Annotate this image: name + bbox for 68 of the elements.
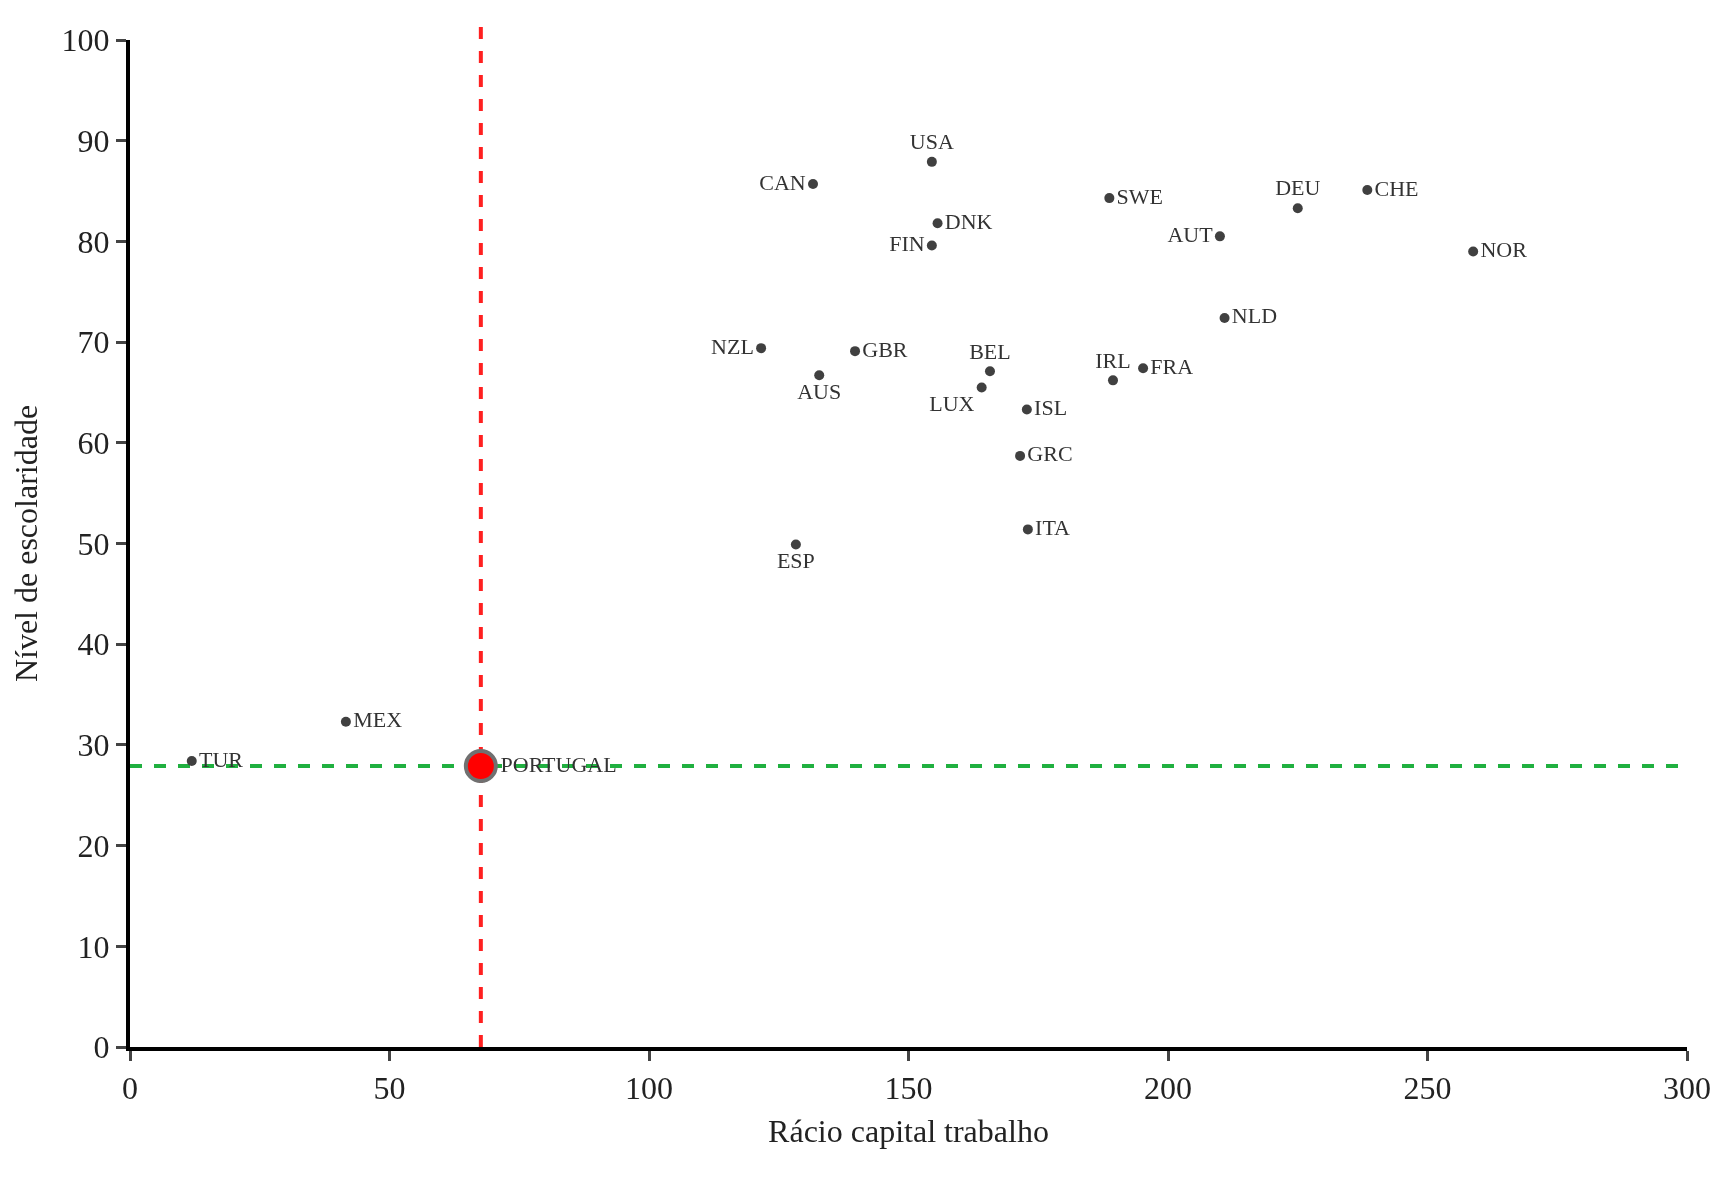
y-tick-label: 30 xyxy=(77,727,110,764)
x-tick-label: 150 xyxy=(884,1070,933,1107)
data-label: CHE xyxy=(1374,175,1419,201)
point xyxy=(1292,203,1303,214)
x-tick-label: 200 xyxy=(1144,1070,1192,1107)
y-tick-label: 100 xyxy=(61,22,110,59)
data-label: NZL xyxy=(711,333,754,359)
data-label: DEU xyxy=(1275,175,1321,201)
point xyxy=(1022,524,1033,535)
data-label: AUT xyxy=(1167,221,1214,247)
y-tick-label: 80 xyxy=(77,223,110,260)
point xyxy=(1015,450,1026,461)
point xyxy=(1021,404,1032,415)
y-tick-label: 0 xyxy=(93,1029,110,1066)
data-label: FIN xyxy=(889,230,925,256)
point xyxy=(814,370,825,381)
point xyxy=(1107,375,1118,386)
data-label: ESP xyxy=(776,548,815,574)
point xyxy=(984,366,995,377)
data-label: GRC xyxy=(1027,441,1073,467)
data-label: AUS xyxy=(797,379,842,405)
data-label: CAN xyxy=(759,169,806,195)
point xyxy=(790,539,801,550)
y-tick-label: 90 xyxy=(77,122,110,159)
data-label: SWE xyxy=(1116,183,1164,209)
point xyxy=(463,749,498,784)
point xyxy=(926,156,937,167)
point xyxy=(1104,193,1115,204)
point xyxy=(808,179,818,189)
data-label: NLD xyxy=(1231,303,1278,329)
data-label: ISL xyxy=(1034,395,1068,421)
point xyxy=(850,346,861,357)
point xyxy=(932,218,943,229)
point xyxy=(1219,312,1230,323)
point xyxy=(1138,363,1149,374)
data-label: PORTUGAL xyxy=(500,751,617,777)
point xyxy=(186,756,197,767)
point xyxy=(976,382,987,393)
y-tick-label: 70 xyxy=(77,324,110,361)
y-tick-label: 50 xyxy=(77,525,110,562)
point xyxy=(1362,185,1373,196)
data-label: GBR xyxy=(862,336,908,362)
data-label: NOR xyxy=(1480,236,1528,262)
y-tick-label: 20 xyxy=(77,827,110,864)
point xyxy=(756,343,767,354)
data-label: DNK xyxy=(944,208,993,234)
data-label: ITA xyxy=(1035,514,1071,540)
point xyxy=(926,240,937,251)
y-tick-label: 40 xyxy=(77,626,110,663)
x-tick-label: 0 xyxy=(122,1070,138,1107)
x-tick-label: 250 xyxy=(1403,1070,1452,1107)
y-tick-label: 10 xyxy=(77,928,110,965)
x-axis-title: Rácio capital trabalho xyxy=(768,1112,1049,1149)
y-axis-title: Nível de escolaridade xyxy=(8,404,45,683)
point xyxy=(340,716,351,727)
data-label: USA xyxy=(909,129,954,155)
data-label: FRA xyxy=(1150,353,1194,379)
data-label: TUR xyxy=(199,746,244,772)
point xyxy=(1214,231,1225,242)
x-tick-label: 300 xyxy=(1663,1070,1711,1107)
data-label: MEX xyxy=(353,707,403,733)
x-tick-label: 50 xyxy=(373,1070,406,1107)
data-label: IRL xyxy=(1095,347,1131,373)
x-tick-label: 100 xyxy=(625,1070,673,1107)
data-label: BEL xyxy=(969,338,1011,364)
point xyxy=(1468,246,1479,257)
y-tick-label: 60 xyxy=(77,425,110,461)
data-label: LUX xyxy=(929,391,975,417)
